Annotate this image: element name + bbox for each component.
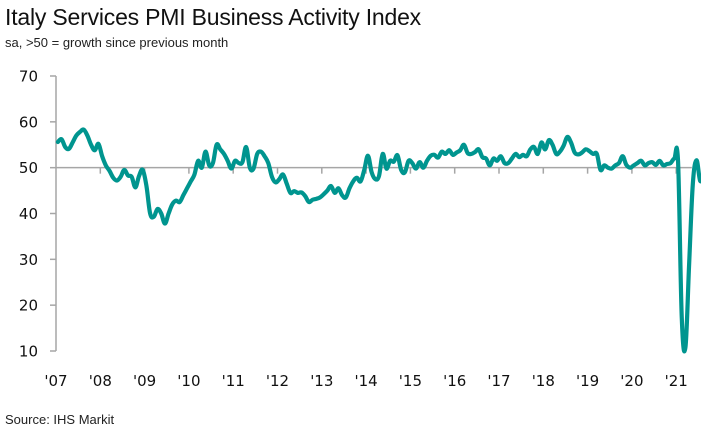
- x-tick-label: '13: [310, 372, 333, 390]
- y-tick-label: 60: [19, 113, 38, 131]
- x-tick-label: '10: [177, 372, 200, 390]
- y-tick-label: 70: [19, 68, 38, 86]
- chart-subtitle: sa, >50 = growth since previous month: [5, 35, 229, 50]
- y-axis: 10 20 30 40 50 60 70: [19, 68, 57, 361]
- series-group: [55, 127, 701, 354]
- x-tick-label: '07: [44, 372, 67, 390]
- x-tick-label: '11: [222, 372, 245, 390]
- x-tick-label: '16: [443, 372, 466, 390]
- y-tick-label: 50: [19, 159, 38, 177]
- y-tick-label: 10: [19, 343, 38, 361]
- series-line: [55, 127, 701, 354]
- x-tick-label: '21: [665, 372, 688, 390]
- x-tick-label: '12: [266, 372, 289, 390]
- x-tick-label: '18: [532, 372, 555, 390]
- chart-title: Italy Services PMI Business Activity Ind…: [5, 4, 421, 30]
- x-tick-label: '15: [399, 372, 422, 390]
- x-axis: '07 '08 '09 '10 '11 '12 '13 '14 '15 '16 '17 '18 '19 '…: [44, 166, 692, 390]
- x-tick-label: '17: [487, 372, 510, 390]
- source-note: Source: IHS Markit: [5, 412, 115, 427]
- y-tick-label: 20: [19, 297, 38, 315]
- y-tick-label: 30: [19, 251, 38, 269]
- x-tick-label: '14: [354, 372, 377, 390]
- x-tick-label: '20: [620, 372, 643, 390]
- x-tick-label: '08: [89, 372, 112, 390]
- x-tick-label: '09: [133, 372, 156, 390]
- y-tick-label: 40: [19, 205, 38, 223]
- x-tick-label: '19: [576, 372, 599, 390]
